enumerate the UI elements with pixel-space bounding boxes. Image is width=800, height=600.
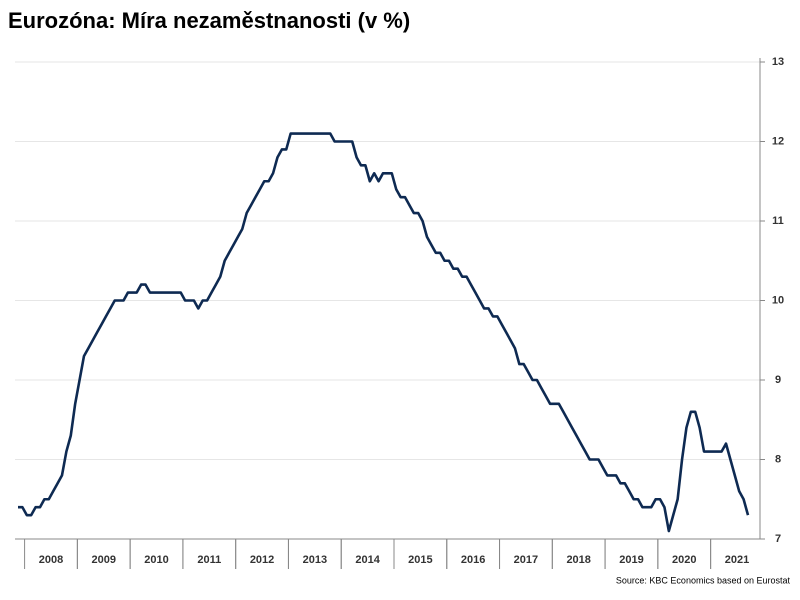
x-tick-label: 2008 bbox=[39, 554, 63, 566]
data-line bbox=[18, 132, 750, 533]
y-tick-label: 13 bbox=[772, 56, 784, 68]
x-tick-label: 2011 bbox=[197, 554, 221, 566]
source-note: Source: KBC Economics based on Eurostat bbox=[616, 575, 791, 585]
y-tick-label: 10 bbox=[772, 294, 784, 306]
y-tick-label: 8 bbox=[775, 453, 781, 465]
x-tick-label: 2018 bbox=[566, 554, 590, 566]
x-tick-label: 2010 bbox=[144, 554, 168, 566]
x-tick-label: 2013 bbox=[303, 554, 327, 566]
x-tick-label: 2016 bbox=[461, 554, 485, 566]
chart-title: Eurozóna: Míra nezaměstnanosti (v %) bbox=[8, 8, 410, 33]
x-tick-label: 2021 bbox=[725, 554, 749, 566]
y-tick-label: 9 bbox=[775, 374, 781, 386]
x-tick-label: 2009 bbox=[92, 554, 116, 566]
y-tick-label: 7 bbox=[775, 533, 781, 545]
x-tick-label: 2017 bbox=[514, 554, 538, 566]
x-tick-label: 2012 bbox=[250, 554, 274, 566]
x-tick-label: 2015 bbox=[408, 554, 432, 566]
y-tick-label: 11 bbox=[772, 215, 784, 227]
x-tick-label: 2014 bbox=[355, 554, 380, 566]
y-tick-label: 12 bbox=[772, 135, 784, 147]
x-tick-label: 2019 bbox=[619, 554, 643, 566]
x-tick-label: 2020 bbox=[672, 554, 696, 566]
